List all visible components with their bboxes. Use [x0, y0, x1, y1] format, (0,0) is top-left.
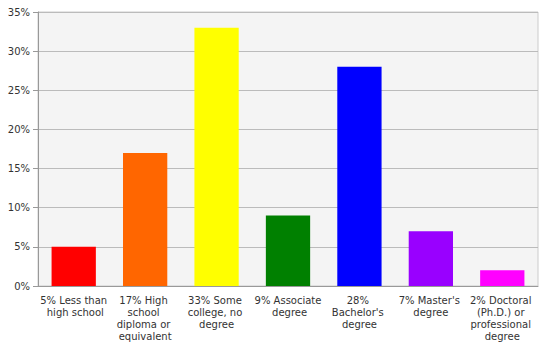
svg-text:10%: 10% [8, 202, 30, 213]
svg-text:7% Master's: 7% Master's [399, 295, 463, 306]
svg-text:degree: degree [199, 319, 234, 330]
svg-text:(Ph.D.) or: (Ph.D.) or [477, 307, 528, 318]
svg-text:30%: 30% [8, 46, 30, 57]
svg-text:school: school [128, 307, 163, 318]
svg-text:17% High: 17% High [119, 295, 171, 306]
svg-text:degree: degree [342, 319, 377, 330]
svg-text:0%: 0% [14, 281, 30, 292]
svg-text:33% Some: 33% Some [188, 295, 245, 306]
svg-text:Bachelor's: Bachelor's [332, 307, 387, 318]
svg-text:college, no: college, no [188, 307, 246, 318]
svg-text:5% Less than: 5% Less than [40, 295, 107, 306]
svg-text:5%: 5% [14, 241, 30, 252]
svg-text:25%: 25% [8, 85, 30, 96]
svg-text:equivalent: equivalent [119, 331, 172, 342]
svg-text:degree: degree [269, 307, 307, 318]
svg-text:15%: 15% [8, 163, 30, 174]
svg-text:2% Doctoral: 2% Doctoral [470, 295, 535, 306]
svg-text:9% Associate: 9% Associate [255, 295, 322, 306]
svg-text:degree: degree [413, 307, 448, 318]
svg-text:20%: 20% [8, 124, 30, 135]
svg-text:professional: professional [470, 319, 534, 330]
svg-text:diploma or: diploma or [117, 319, 174, 330]
svg-text:high school: high school [44, 307, 104, 318]
svg-text:28%: 28% [347, 295, 372, 306]
svg-text:35%: 35% [8, 7, 30, 18]
svg-text:degree: degree [485, 331, 520, 342]
